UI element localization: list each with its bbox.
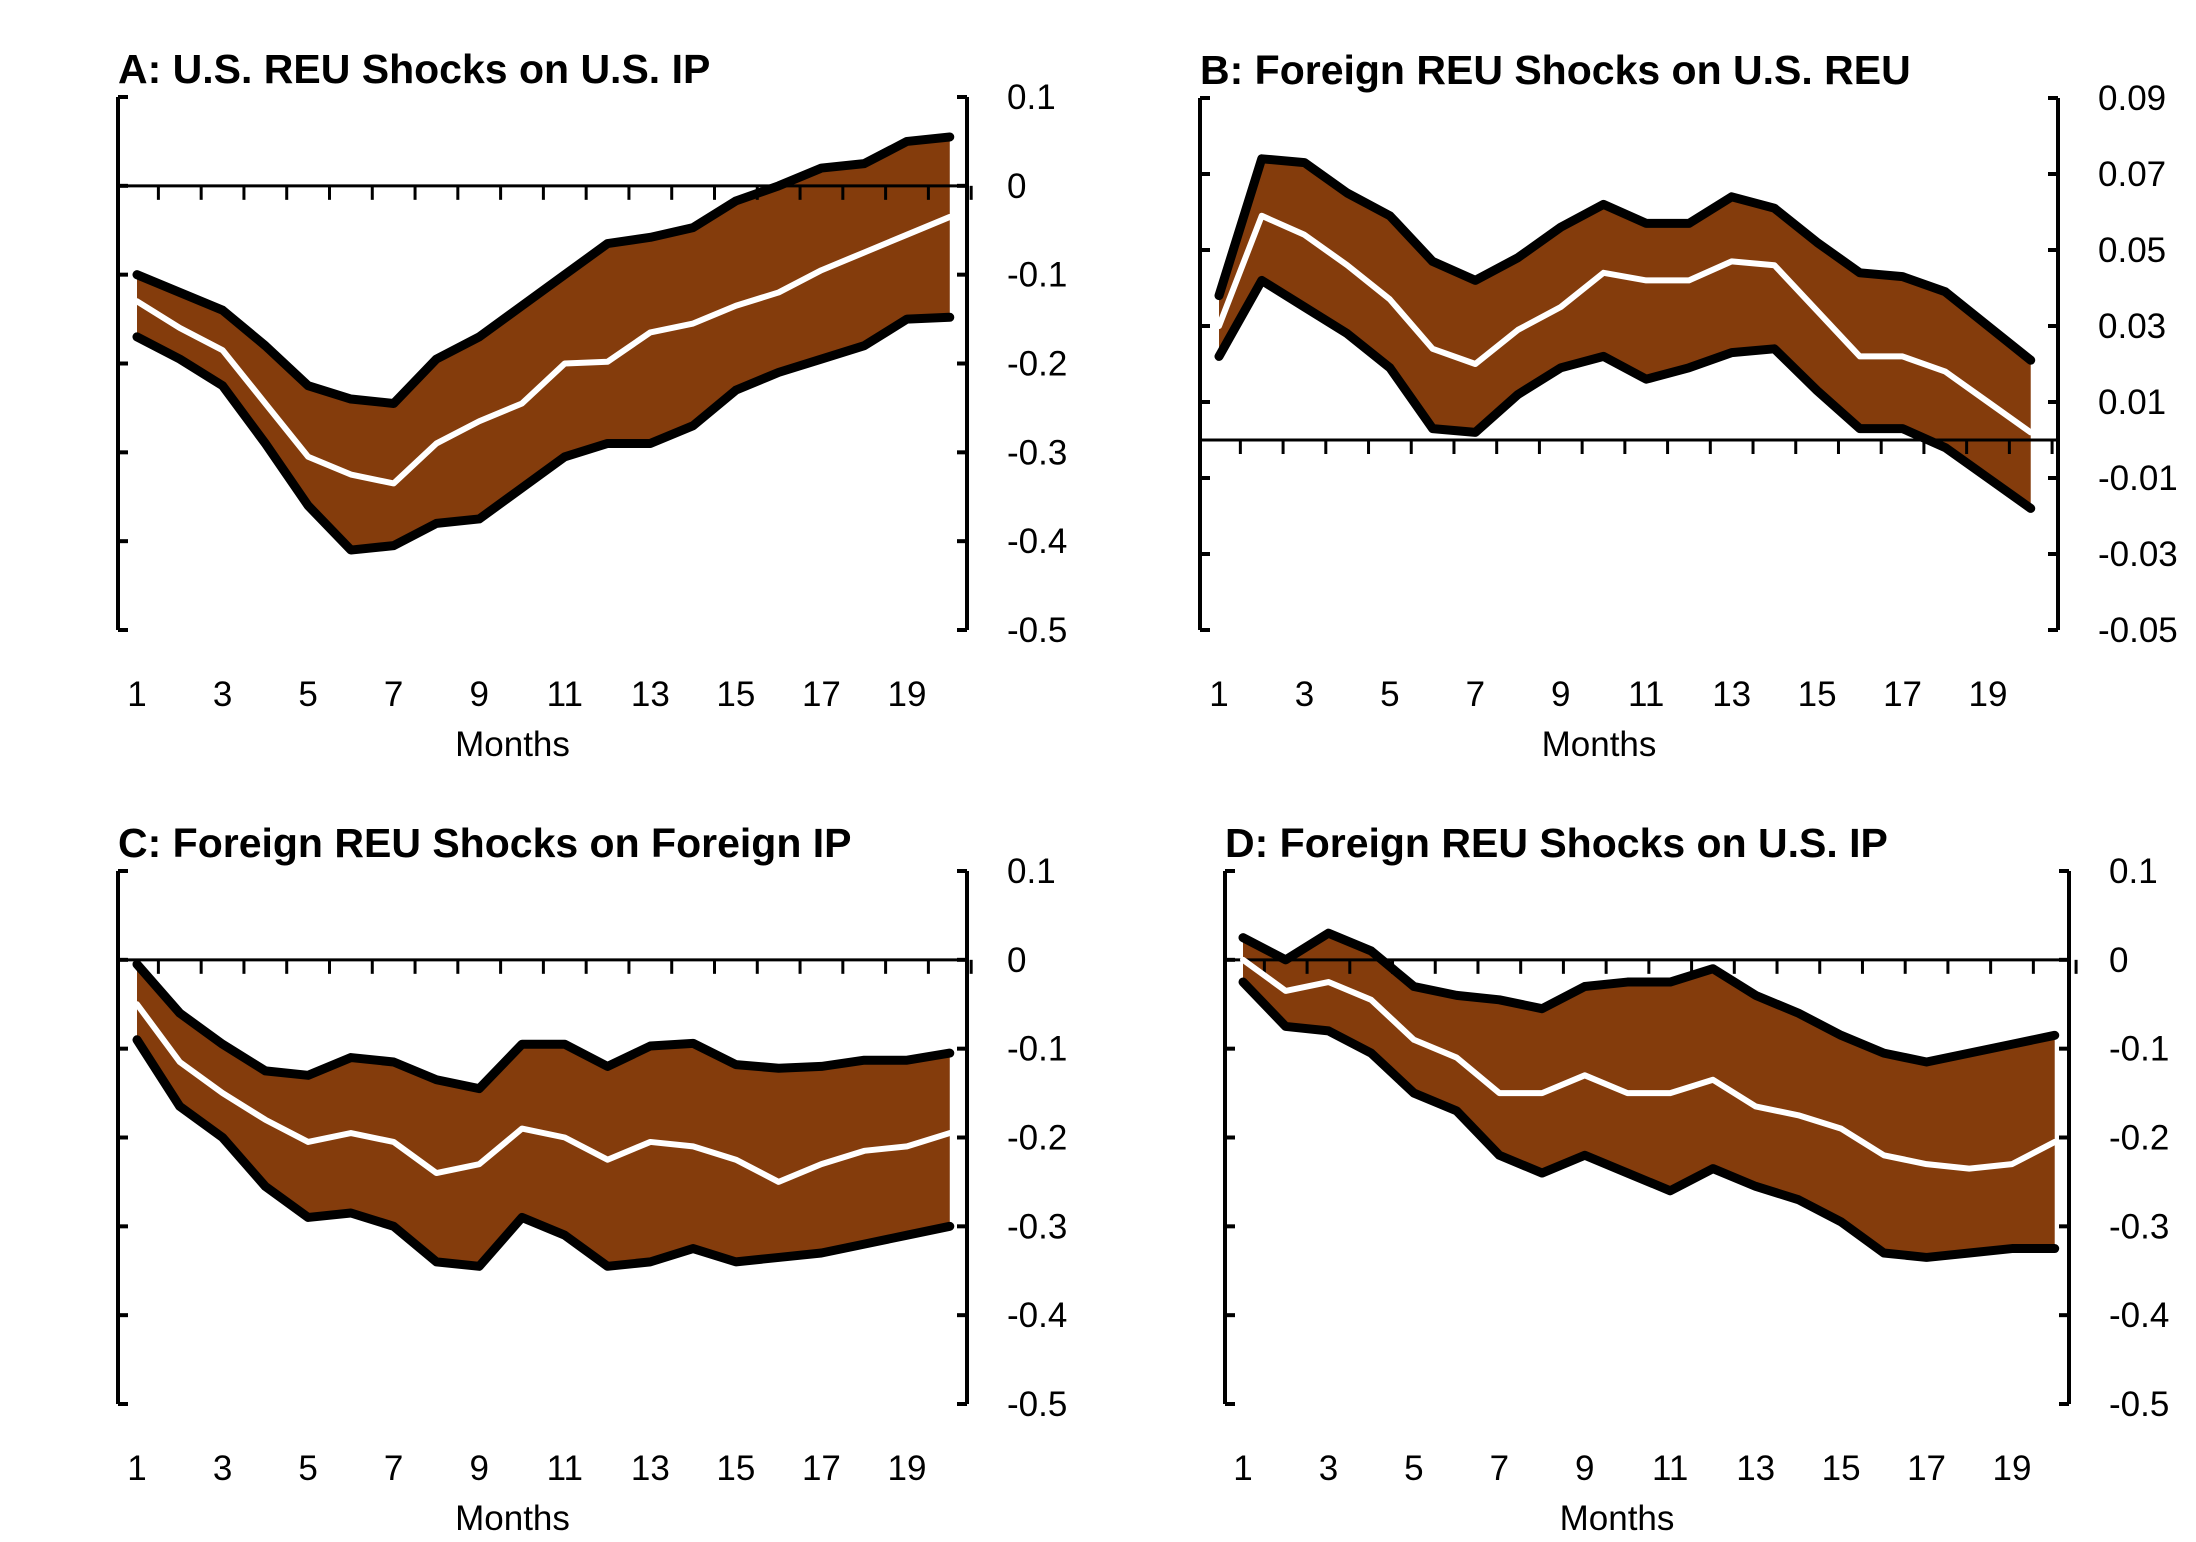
x-tick-label: 5 — [298, 1449, 317, 1488]
x-tick-label: 19 — [888, 1449, 927, 1488]
y-tick-label: -0.1 — [2109, 1030, 2169, 1069]
y-tick-label: 0.05 — [2098, 231, 2166, 270]
x-tick-label: 9 — [1551, 675, 1570, 714]
y-tick-label: 0 — [1007, 167, 1026, 206]
panel-title: D: Foreign REU Shocks on U.S. IP — [1225, 820, 1888, 866]
y-tick-label: -0.4 — [1007, 1296, 1067, 1335]
panel-title: B: Foreign REU Shocks on U.S. REU — [1200, 47, 1911, 93]
y-tick-label: 0.1 — [1007, 78, 1056, 117]
x-axis-label: Months — [455, 725, 570, 764]
x-tick-label: 15 — [1822, 1449, 1861, 1488]
panel-a: 0.10-0.1-0.2-0.3-0.4-0.51 3 5 7 9 11 13 15 17 19A… — [116, 46, 1067, 764]
x-tick-label: 7 — [1490, 1449, 1509, 1488]
x-tick-label: 11 — [547, 1449, 583, 1488]
y-tick-label: -0.03 — [2098, 535, 2178, 574]
x-tick-label: 7 — [1466, 675, 1485, 714]
y-tick-label: 0.1 — [2109, 852, 2158, 891]
confidence-band — [1219, 158, 2031, 509]
x-tick-label: 15 — [1798, 675, 1837, 714]
lower-bound-line — [1238, 977, 2060, 1262]
x-tick-label: 17 — [802, 675, 841, 714]
y-tick-label: -0.1 — [1007, 1030, 1067, 1069]
x-axis-label: Months — [1542, 725, 1657, 764]
x-tick-label: 13 — [631, 675, 670, 714]
y-tick-label: 0.03 — [2098, 307, 2166, 346]
x-tick-label: 3 — [213, 675, 232, 714]
y-tick-label: -0.2 — [1007, 1119, 1067, 1158]
y-tick-label: -0.1 — [1007, 256, 1067, 295]
x-tick-label: 13 — [1712, 675, 1751, 714]
y-tick-label: -0.2 — [2109, 1119, 2169, 1158]
y-tick-label: 0.09 — [2098, 79, 2166, 118]
y-tick-label: -0.4 — [2109, 1296, 2169, 1335]
x-tick-label: 9 — [1575, 1449, 1594, 1488]
y-tick-label: 0.1 — [1007, 852, 1056, 891]
x-tick-label: 3 — [1319, 1449, 1338, 1488]
x-tick-label: 1 — [127, 1449, 146, 1488]
upper-bound-line — [132, 959, 955, 1094]
panel-title: C: Foreign REU Shocks on Foreign IP — [118, 820, 852, 866]
x-tick-label: 19 — [1969, 675, 2008, 714]
x-tick-label: 11 — [1628, 675, 1664, 714]
y-tick-label: 0.07 — [2098, 155, 2166, 194]
y-tick-label: -0.3 — [1007, 433, 1067, 472]
median-response-line — [134, 213, 953, 487]
x-tick-label: 19 — [888, 675, 927, 714]
x-tick-label: 9 — [469, 1449, 488, 1488]
x-tick-label: 7 — [384, 675, 403, 714]
y-tick-label: -0.3 — [1007, 1207, 1067, 1246]
x-tick-label: 1 — [1233, 1449, 1252, 1488]
median-response-line — [1216, 212, 2034, 436]
y-tick-label: -0.01 — [2098, 459, 2178, 498]
upper-bound-line — [1214, 154, 2036, 365]
panel-title: A: U.S. REU Shocks on U.S. IP — [118, 46, 710, 92]
x-tick-label: 15 — [716, 675, 755, 714]
x-tick-label: 19 — [1993, 1449, 2032, 1488]
y-tick-label: -0.2 — [1007, 345, 1067, 384]
y-tick-label: 0 — [1007, 941, 1026, 980]
x-tick-label: 5 — [298, 675, 317, 714]
x-tick-label: 3 — [1295, 675, 1314, 714]
x-tick-label: 3 — [213, 1449, 232, 1488]
x-tick-label: 9 — [469, 675, 488, 714]
y-tick-label: -0.3 — [2109, 1207, 2169, 1246]
panel-c: 0.10-0.1-0.2-0.3-0.4-0.51 3 5 7 9 11 13 15 17 19C… — [116, 820, 1067, 1538]
x-tick-label: 13 — [1736, 1449, 1775, 1488]
lower-bound-line — [132, 312, 955, 555]
upper-bound-line — [132, 132, 955, 408]
x-tick-label: 5 — [1404, 1449, 1423, 1488]
x-axis-label: Months — [455, 1499, 570, 1538]
y-tick-label: -0.5 — [2109, 1385, 2169, 1424]
y-tick-label: 0 — [2109, 941, 2128, 980]
panel-d: 0.10-0.1-0.2-0.3-0.4-0.51 3 5 7 9 11 13 15 17 19D… — [1223, 820, 2169, 1538]
x-tick-label: 17 — [802, 1449, 841, 1488]
y-tick-label: -0.5 — [1007, 611, 1067, 650]
y-tick-label: -0.4 — [1007, 522, 1067, 561]
x-tick-label: 11 — [1652, 1449, 1688, 1488]
median-response-line — [134, 1001, 953, 1185]
upper-bound-line — [1238, 928, 2060, 1067]
x-tick-label: 1 — [1209, 675, 1228, 714]
lower-bound-line — [132, 1035, 955, 1271]
y-tick-label: -0.05 — [2098, 611, 2178, 650]
x-tick-label: 1 — [127, 675, 146, 714]
x-tick-label: 15 — [716, 1449, 755, 1488]
x-axis-label: Months — [1560, 1499, 1675, 1538]
lower-bound-line — [1214, 275, 2036, 513]
x-tick-label: 17 — [1883, 675, 1922, 714]
y-tick-label: -0.5 — [1007, 1385, 1067, 1424]
median-response-line — [1240, 956, 2058, 1172]
x-tick-label: 13 — [631, 1449, 670, 1488]
confidence-band — [137, 136, 950, 551]
confidence-band — [137, 964, 950, 1267]
x-tick-label: 11 — [547, 675, 583, 714]
x-tick-label: 5 — [1380, 675, 1399, 714]
x-tick-label: 17 — [1907, 1449, 1946, 1488]
x-tick-label: 7 — [384, 1449, 403, 1488]
y-tick-label: 0.01 — [2098, 383, 2166, 422]
panel-b: 0.090.070.050.030.01-0.01-0.03-0.051 3 5 7 9… — [1198, 47, 2178, 764]
